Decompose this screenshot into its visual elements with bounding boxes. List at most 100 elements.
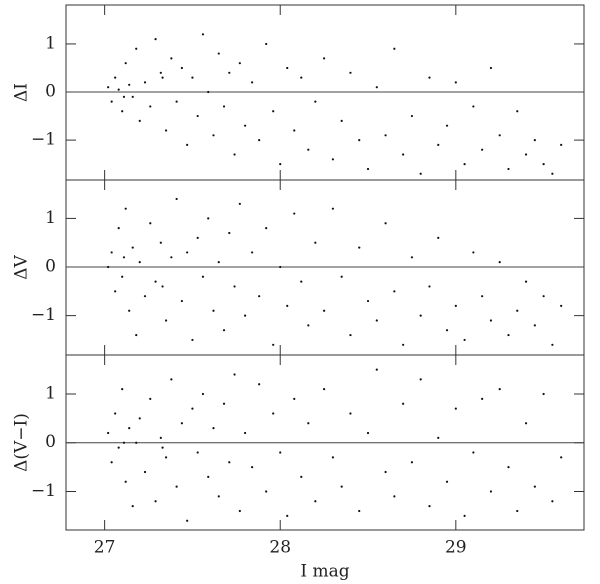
point xyxy=(212,309,215,312)
point xyxy=(117,88,120,91)
point xyxy=(170,378,173,381)
point xyxy=(110,251,113,254)
point xyxy=(175,485,178,488)
point xyxy=(445,480,449,483)
point xyxy=(265,42,268,46)
point xyxy=(107,265,110,269)
point xyxy=(419,172,422,175)
point xyxy=(170,256,173,259)
point xyxy=(217,52,220,55)
point xyxy=(170,57,173,60)
point xyxy=(463,163,466,166)
point xyxy=(196,114,199,118)
point xyxy=(201,392,205,396)
point xyxy=(366,167,370,171)
point xyxy=(258,138,261,142)
point xyxy=(272,343,275,346)
point xyxy=(107,86,110,89)
point xyxy=(507,333,510,337)
point xyxy=(128,309,131,312)
point xyxy=(131,505,134,508)
point xyxy=(154,38,157,41)
point xyxy=(516,110,519,113)
point xyxy=(238,202,241,205)
point xyxy=(228,71,231,74)
point xyxy=(410,114,414,118)
point xyxy=(191,407,194,410)
point xyxy=(481,295,484,298)
point xyxy=(217,261,220,264)
point xyxy=(196,236,199,239)
point xyxy=(212,134,215,137)
point xyxy=(131,246,134,249)
point xyxy=(300,280,303,283)
point xyxy=(445,329,449,332)
point xyxy=(366,431,370,435)
point xyxy=(314,500,317,503)
y-tick-label: 0 xyxy=(45,432,56,452)
point xyxy=(233,153,236,156)
point xyxy=(217,495,220,498)
point xyxy=(489,490,493,493)
point xyxy=(437,236,440,239)
point xyxy=(516,509,519,513)
point xyxy=(135,441,138,444)
point xyxy=(560,456,563,459)
point xyxy=(358,246,361,249)
point xyxy=(149,105,152,108)
point xyxy=(445,124,449,127)
point xyxy=(533,138,536,142)
point xyxy=(228,231,231,235)
point xyxy=(428,505,431,508)
point xyxy=(516,309,519,312)
point xyxy=(498,388,501,391)
point xyxy=(300,76,303,79)
point xyxy=(265,490,268,493)
point xyxy=(138,417,141,420)
point xyxy=(124,62,127,65)
point xyxy=(498,134,501,137)
point xyxy=(110,461,113,464)
point xyxy=(463,514,466,517)
point xyxy=(437,436,440,439)
point xyxy=(472,105,475,108)
point xyxy=(286,304,289,308)
point xyxy=(323,57,326,60)
point xyxy=(286,514,289,517)
point xyxy=(551,172,554,175)
point xyxy=(349,333,352,337)
point xyxy=(244,431,247,435)
point xyxy=(314,100,317,103)
point xyxy=(551,500,554,503)
point xyxy=(222,329,226,332)
point xyxy=(428,76,431,79)
x-axis-label: I mag xyxy=(300,562,349,582)
point xyxy=(107,431,110,435)
point xyxy=(143,81,147,84)
point xyxy=(135,47,138,50)
point xyxy=(128,427,131,430)
point xyxy=(258,383,261,386)
point xyxy=(402,402,405,405)
point xyxy=(375,368,378,371)
point xyxy=(307,422,310,425)
x-tick-label: 29 xyxy=(445,538,467,558)
point xyxy=(300,475,303,478)
point xyxy=(314,241,317,244)
point xyxy=(175,100,178,103)
point xyxy=(542,392,545,396)
point xyxy=(251,466,254,469)
point xyxy=(272,110,275,113)
point xyxy=(207,90,210,94)
point xyxy=(498,261,501,264)
point xyxy=(138,119,141,122)
point xyxy=(375,86,378,89)
y-tick-label: 0 xyxy=(45,257,56,277)
point xyxy=(349,71,352,74)
point xyxy=(375,319,378,322)
y-axis-label: Δ(V−I) xyxy=(12,413,32,472)
point xyxy=(244,124,247,127)
y-axis-label: ΔV xyxy=(12,255,32,280)
point xyxy=(524,280,528,283)
point xyxy=(279,451,282,454)
